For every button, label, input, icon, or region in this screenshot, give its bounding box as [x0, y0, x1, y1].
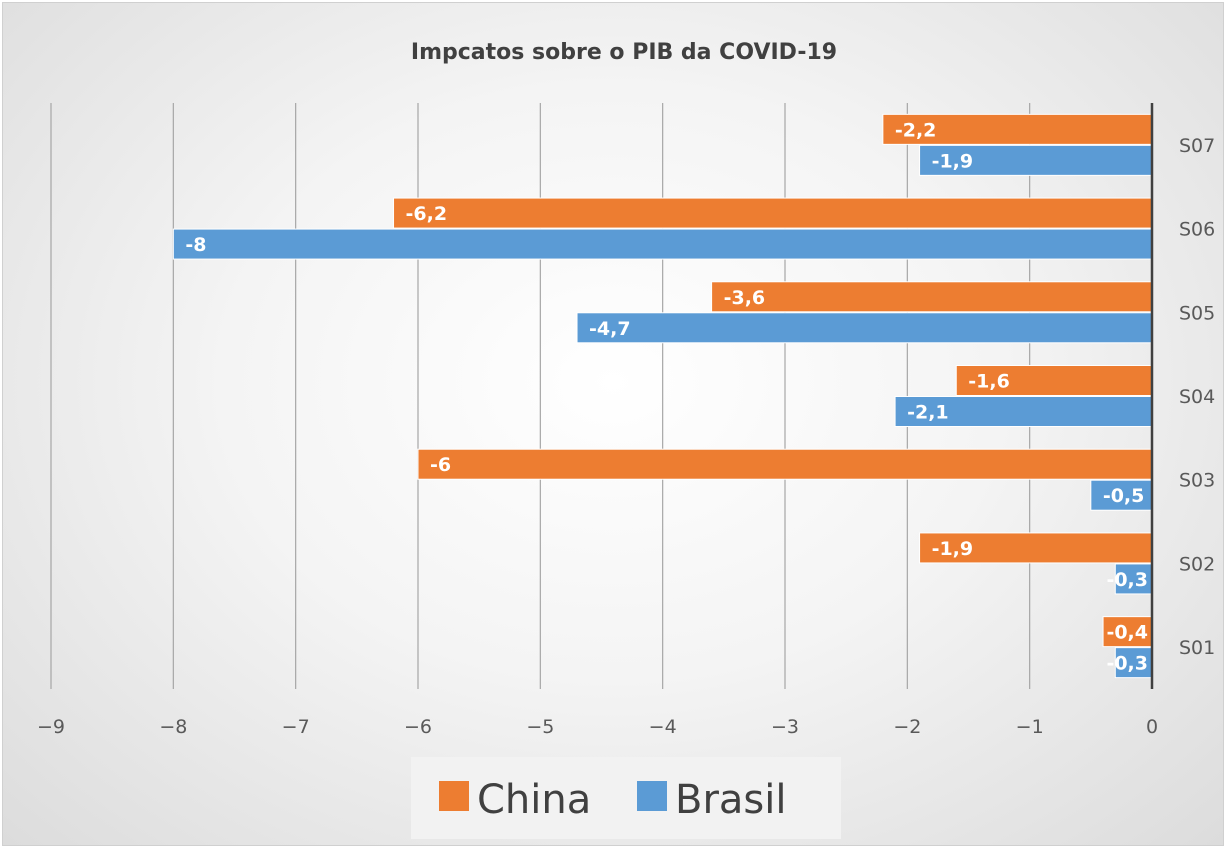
- x-tick-label: −1: [1016, 716, 1044, 738]
- bar-brasil: [172, 228, 1153, 260]
- x-tick-label: −6: [404, 716, 432, 738]
- category-label: S06: [1179, 219, 1215, 241]
- bar-brasil: [1114, 647, 1153, 679]
- data-labels: -0,4 -0,3 -1,9 -0,3 -6 -0,5 -1,6 -2,1 -3,6 -4,7 -6…: [185, 119, 1148, 674]
- bar-china: [919, 532, 1153, 564]
- data-label: -0,3: [1106, 653, 1148, 675]
- category-label: S07: [1179, 135, 1215, 157]
- data-label: -6: [430, 454, 451, 476]
- data-label: -1,9: [932, 150, 974, 172]
- category-label: S02: [1179, 553, 1215, 575]
- data-label: -2,1: [907, 402, 949, 424]
- legend-box: [411, 757, 841, 839]
- bar-china: [393, 197, 1153, 229]
- x-tick-label: −5: [526, 716, 554, 738]
- bar-china: [882, 113, 1153, 145]
- x-tick-label: −3: [771, 716, 799, 738]
- chart-title: Impcatos sobre o PIB da COVID-19: [411, 40, 837, 65]
- data-label: -4,7: [589, 318, 631, 340]
- legend-label-china: China: [477, 777, 591, 823]
- data-label: -6,2: [406, 203, 448, 225]
- bar-china: [417, 448, 1153, 480]
- data-label: -0,4: [1106, 622, 1148, 644]
- bar-chart: -0,4 -0,3 -1,9 -0,3 -6 -0,5 -1,6 -2,1 -3,6 -4,7 -6…: [37, 40, 1215, 839]
- legend-swatch-china: [439, 781, 469, 811]
- bar-brasil: [576, 312, 1153, 344]
- data-label: -8: [185, 234, 206, 256]
- data-label: -0,3: [1106, 569, 1148, 591]
- axes: −9 −8 −7 −6 −5 −4 −3 −2 −1 0 S01 S02 S03 S04 S05 S06 S07: [37, 103, 1215, 738]
- x-tick-label: 0: [1146, 716, 1158, 738]
- x-tick-label: −8: [159, 716, 187, 738]
- bar-china: [711, 281, 1153, 313]
- data-label: -3,6: [724, 287, 766, 309]
- bar-brasil: [1090, 479, 1153, 511]
- grid-lines: [50, 103, 1031, 689]
- category-label: S01: [1179, 637, 1215, 659]
- category-label: S04: [1179, 386, 1215, 408]
- legend-swatch-brasil: [637, 781, 667, 811]
- bar-china: [955, 365, 1153, 396]
- data-label: -1,9: [932, 538, 974, 560]
- category-label: S05: [1179, 302, 1215, 324]
- bar-brasil: [894, 396, 1153, 427]
- x-tick-label: −2: [893, 716, 921, 738]
- x-tick-label: −7: [282, 716, 310, 738]
- data-label: -0,5: [1103, 485, 1145, 507]
- data-label: -2,2: [895, 119, 937, 141]
- category-label: S03: [1179, 470, 1215, 492]
- x-tick-label: −9: [37, 716, 65, 738]
- x-tick-label: −4: [649, 716, 677, 738]
- bar-brasil: [1114, 563, 1153, 595]
- data-label: -1,6: [968, 371, 1010, 393]
- legend-label-brasil: Brasil: [675, 777, 786, 823]
- legend: China Brasil: [411, 757, 841, 839]
